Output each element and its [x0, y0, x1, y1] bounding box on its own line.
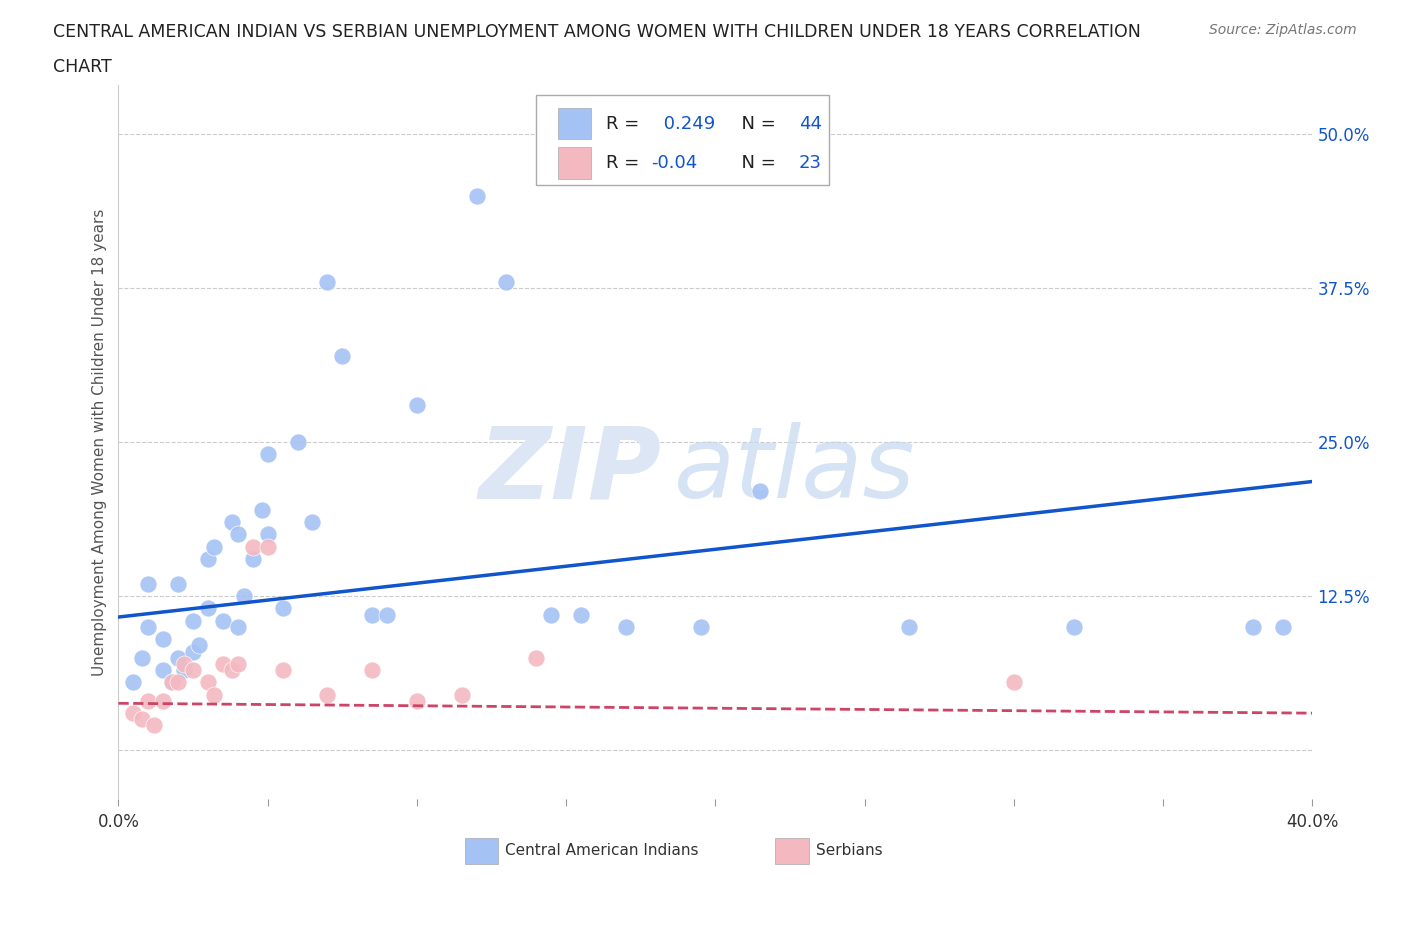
Point: [226, 657, 249, 671]
Point: [160, 675, 183, 690]
Point: [540, 607, 562, 622]
Point: [406, 398, 429, 413]
Point: [152, 631, 174, 646]
Point: [167, 675, 190, 690]
Text: N =: N =: [730, 114, 782, 133]
Text: CHART: CHART: [53, 58, 112, 75]
Text: ZIP: ZIP: [478, 422, 662, 519]
Point: [242, 551, 264, 566]
Point: [197, 675, 219, 690]
Point: [256, 527, 278, 542]
Point: [173, 657, 195, 671]
Point: [271, 601, 294, 616]
Point: [152, 662, 174, 677]
Point: [160, 675, 183, 690]
Point: [226, 619, 249, 634]
Point: [450, 687, 472, 702]
Point: [173, 662, 195, 677]
Text: Central American Indians: Central American Indians: [505, 844, 699, 858]
Point: [242, 539, 264, 554]
Point: [1271, 619, 1294, 634]
FancyBboxPatch shape: [536, 96, 830, 185]
Point: [143, 718, 166, 733]
Point: [122, 706, 145, 721]
Text: 44: 44: [799, 114, 823, 133]
Point: [202, 539, 225, 554]
Point: [181, 644, 204, 659]
Point: [136, 577, 159, 591]
Point: [256, 539, 278, 554]
Text: 23: 23: [799, 154, 823, 172]
Text: Serbians: Serbians: [815, 844, 883, 858]
Text: R =: R =: [606, 154, 644, 172]
Point: [221, 514, 243, 529]
Point: [898, 619, 921, 634]
Point: [1002, 675, 1025, 690]
Point: [330, 349, 353, 364]
Text: -0.04: -0.04: [651, 154, 697, 172]
Point: [375, 607, 398, 622]
Point: [406, 694, 429, 709]
Text: N =: N =: [730, 154, 782, 172]
Bar: [465, 838, 498, 864]
Point: [212, 657, 235, 671]
Point: [301, 514, 323, 529]
Point: [250, 502, 273, 517]
Point: [361, 607, 384, 622]
Point: [614, 619, 637, 634]
FancyBboxPatch shape: [558, 108, 592, 140]
Bar: [775, 838, 808, 864]
Point: [221, 662, 243, 677]
Text: Source: ZipAtlas.com: Source: ZipAtlas.com: [1209, 23, 1357, 37]
Point: [197, 551, 219, 566]
Point: [202, 687, 225, 702]
Point: [569, 607, 592, 622]
Point: [226, 527, 249, 542]
Point: [197, 601, 219, 616]
Text: atlas: atlas: [673, 422, 915, 519]
Point: [136, 694, 159, 709]
Point: [495, 274, 517, 289]
Point: [1241, 619, 1264, 634]
Text: 0.249: 0.249: [658, 114, 716, 133]
Point: [188, 638, 211, 653]
Point: [181, 662, 204, 677]
Y-axis label: Unemployment Among Women with Children Under 18 years: Unemployment Among Women with Children U…: [93, 208, 107, 676]
Point: [287, 434, 309, 449]
Point: [1063, 619, 1085, 634]
FancyBboxPatch shape: [558, 148, 592, 179]
Text: CENTRAL AMERICAN INDIAN VS SERBIAN UNEMPLOYMENT AMONG WOMEN WITH CHILDREN UNDER : CENTRAL AMERICAN INDIAN VS SERBIAN UNEMP…: [53, 23, 1142, 41]
Point: [131, 711, 153, 726]
Point: [232, 589, 254, 604]
Point: [361, 662, 384, 677]
Text: R =: R =: [606, 114, 644, 133]
Point: [131, 650, 153, 665]
Point: [181, 613, 204, 628]
Point: [122, 675, 145, 690]
Point: [689, 619, 711, 634]
Point: [212, 613, 235, 628]
Point: [136, 619, 159, 634]
Point: [167, 650, 190, 665]
Point: [524, 650, 547, 665]
Point: [152, 694, 174, 709]
Point: [167, 577, 190, 591]
Point: [749, 484, 772, 498]
Point: [256, 447, 278, 462]
Point: [465, 188, 488, 203]
Point: [316, 687, 339, 702]
Point: [316, 274, 339, 289]
Point: [271, 662, 294, 677]
